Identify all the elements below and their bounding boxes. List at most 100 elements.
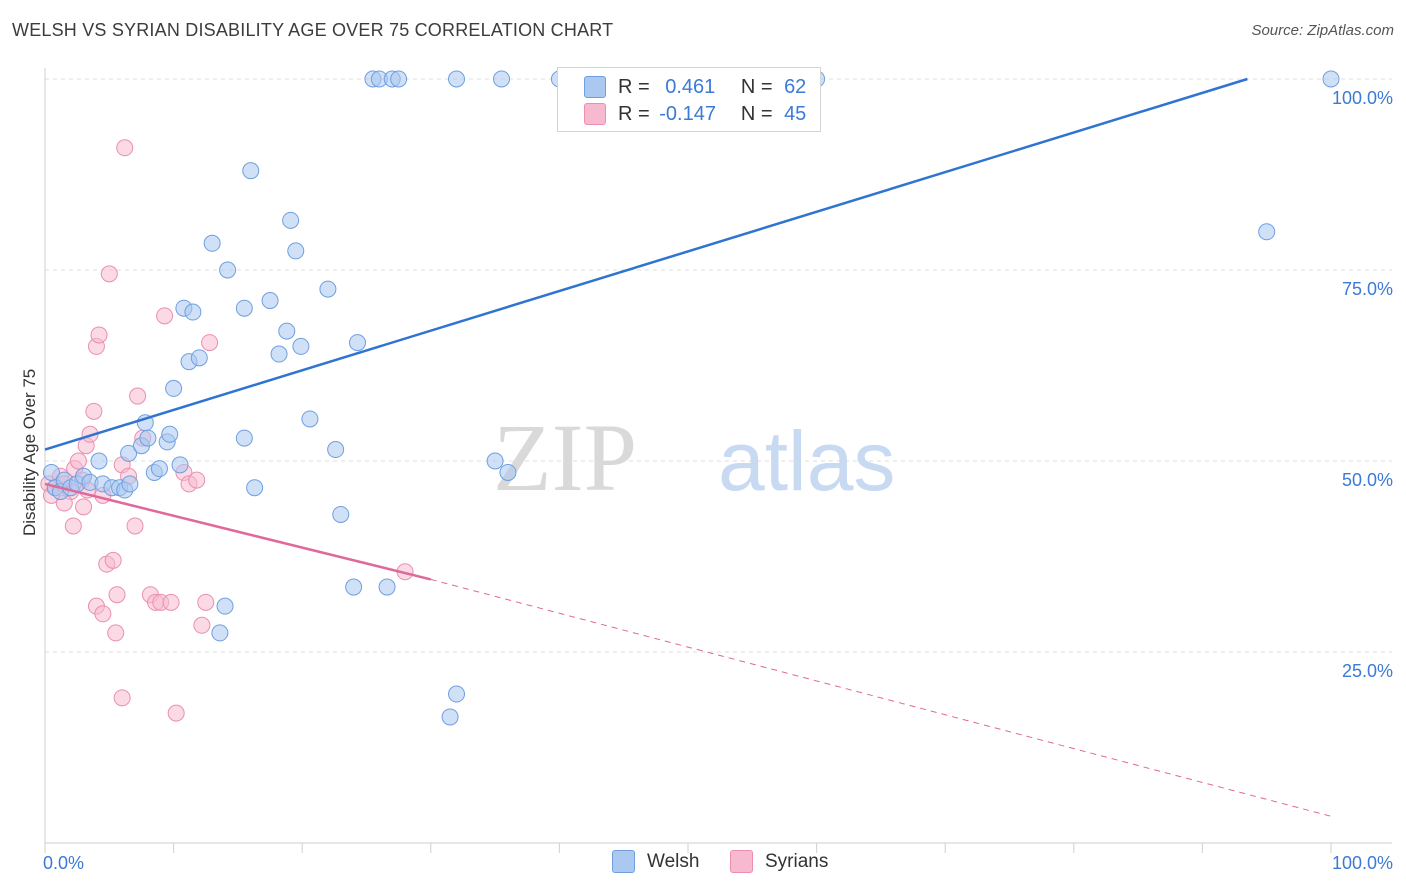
syrians-point (162, 593, 180, 611)
welsh-point (184, 303, 202, 321)
welsh-point (121, 475, 139, 493)
syrians-point (116, 139, 134, 157)
syrians-point (107, 624, 125, 642)
welsh-point (499, 463, 517, 481)
welsh-point (1258, 223, 1276, 241)
welsh-point (190, 349, 208, 367)
welsh-point (216, 597, 234, 615)
syrians-point (90, 326, 108, 344)
syrians-point (69, 452, 87, 470)
welsh-point (1322, 70, 1340, 88)
axes (44, 68, 1392, 853)
tick-labels: 25.0% 50.0% 75.0% 100.0% 0.0% 100.0% (43, 88, 1393, 873)
welsh-point (242, 162, 260, 180)
trend-lines (44, 77, 1332, 817)
welsh-legend-label: Welsh (647, 850, 700, 872)
legend-row-welsh: R = 0.461 N = 62 (584, 74, 806, 100)
syrians-point (75, 498, 93, 516)
welsh-point (378, 578, 396, 596)
legend-r-label: R = (618, 75, 650, 98)
syrians-r-value: -0.147 (659, 102, 716, 125)
welsh-point (441, 708, 459, 726)
welsh-point (327, 441, 345, 459)
syrians-point (126, 517, 144, 535)
welsh-point (345, 578, 363, 596)
watermark: ZIP atlas (493, 404, 895, 511)
syrians-point (100, 265, 118, 283)
welsh-point (282, 211, 300, 229)
welsh-point (332, 505, 350, 523)
legend-n-label: N = (740, 102, 773, 125)
syrians-trend-extension (430, 578, 1332, 817)
watermark-atlas: atlas (718, 414, 895, 508)
syrians-point (156, 307, 174, 325)
welsh-point (139, 429, 157, 447)
y-tick-label: 25.0% (1342, 661, 1393, 681)
welsh-point (270, 345, 288, 363)
chart-title: WELSH VS SYRIAN DISABILITY AGE OVER 75 C… (12, 20, 614, 40)
welsh-points (42, 70, 1340, 726)
y-tick-label: 100.0% (1332, 88, 1393, 108)
welsh-point (211, 624, 229, 642)
syrians-point (108, 586, 126, 604)
welsh-point (493, 70, 511, 88)
legend-item-syrians: Syrians (730, 850, 828, 873)
syrians-point (167, 704, 185, 722)
welsh-point (235, 299, 253, 317)
welsh-point (301, 410, 319, 428)
welsh-point (448, 685, 466, 703)
welsh-r-value: 0.461 (665, 75, 716, 98)
syrians-point (197, 593, 215, 611)
syrians-point (85, 402, 103, 420)
welsh-point (278, 322, 296, 340)
welsh-n-value: 62 (784, 75, 807, 98)
welsh-point (486, 452, 504, 470)
y-tick-label: 50.0% (1342, 470, 1393, 490)
syrians-point (201, 334, 219, 352)
welsh-point (319, 280, 337, 298)
syrians-point (188, 471, 206, 489)
x-tick-label: 0.0% (43, 853, 84, 873)
grid-lines (45, 78, 1392, 653)
x-tick-label: 100.0% (1332, 853, 1393, 873)
welsh-point (150, 460, 168, 478)
welsh-point (292, 337, 310, 355)
syrians-point (64, 517, 82, 535)
syrians-point (104, 551, 122, 569)
welsh-point (161, 425, 179, 443)
welsh-point (165, 379, 183, 397)
syrians-point (129, 387, 147, 405)
welsh-point (390, 70, 408, 88)
welsh-point (171, 456, 189, 474)
welsh-point (448, 70, 466, 88)
welsh-point (120, 444, 138, 462)
stats-legend: R = 0.461 N = 62 R = -0.147 N = 45 (557, 67, 821, 132)
syrians-point (113, 689, 131, 707)
syrians-point (193, 616, 211, 634)
welsh-point (348, 334, 366, 352)
syrians-swatch (584, 103, 606, 125)
welsh-point (219, 261, 237, 279)
syrians-trend-line (44, 482, 432, 581)
legend-row-syrians: R = -0.147 N = 45 (584, 101, 806, 127)
welsh-point (287, 242, 305, 260)
welsh-point (203, 234, 221, 252)
welsh-legend-swatch (612, 850, 635, 873)
syrians-n-value: 45 (784, 102, 807, 125)
source-label: Source: ZipAtlas.com (1251, 22, 1394, 39)
welsh-point (261, 292, 279, 310)
syrians-point (94, 605, 112, 623)
welsh-point (246, 479, 264, 497)
syrians-legend-label: Syrians (765, 850, 829, 872)
legend-item-welsh: Welsh (612, 850, 699, 873)
welsh-trend-line (44, 77, 1248, 451)
welsh-point (235, 429, 253, 447)
welsh-point (90, 452, 108, 470)
legend-n-label: N = (740, 75, 773, 98)
y-tick-label: 75.0% (1342, 279, 1393, 299)
syrians-legend-swatch (730, 850, 753, 873)
welsh-swatch (584, 76, 606, 98)
legend-r-label: R = (618, 102, 650, 125)
bottom-legend: Welsh Syrians (0, 850, 1406, 880)
